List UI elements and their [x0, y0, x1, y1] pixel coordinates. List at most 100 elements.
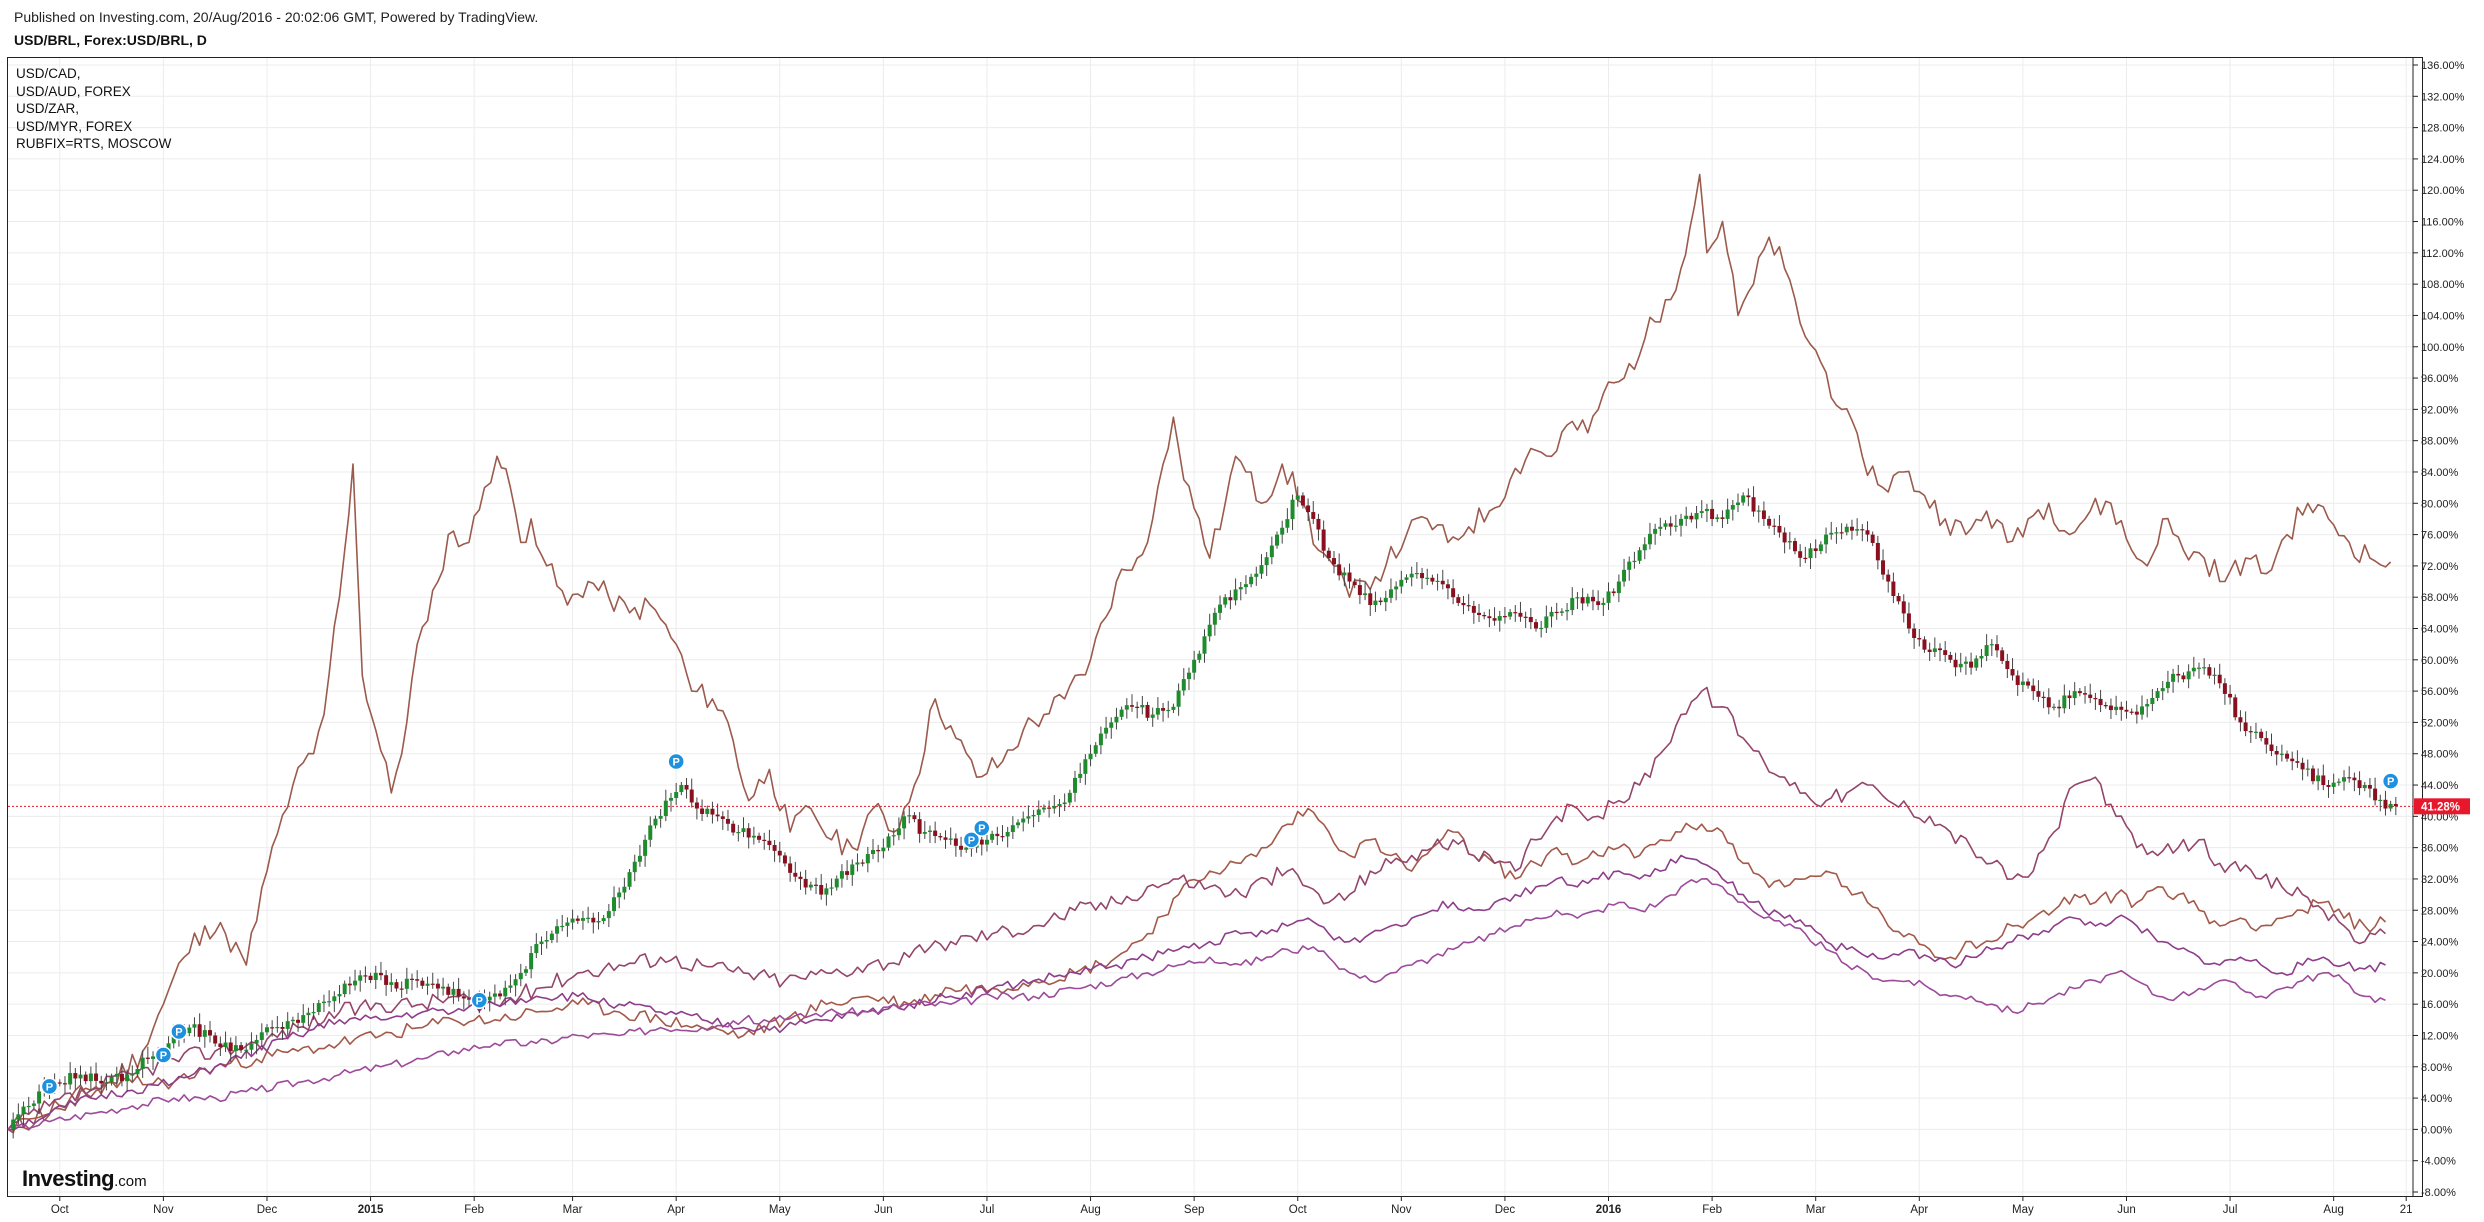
candle-body	[814, 884, 819, 886]
candle-body	[2041, 696, 2046, 699]
candle-body	[57, 1082, 62, 1084]
candle-body	[933, 830, 938, 837]
candle-body	[767, 840, 772, 846]
candle-body	[1238, 587, 1243, 590]
legend-item-zar[interactable]: USD/ZAR,	[16, 101, 80, 116]
candle-body	[2165, 681, 2170, 689]
candle-body	[1451, 588, 1456, 598]
candle-body	[751, 835, 756, 838]
legend-item-aud[interactable]: USD/AUD, FOREX	[16, 83, 131, 99]
candle-body	[860, 862, 865, 864]
pin-marker	[470, 991, 489, 1010]
candle-body	[1347, 572, 1352, 582]
candle-body	[1632, 560, 1637, 563]
candle-body	[1492, 618, 1497, 621]
x-tick-label: Dec	[257, 1204, 278, 1216]
legend-item-myr[interactable]: USD/MYR, FOREX	[16, 118, 133, 134]
y-tick-label: 104.00%	[2421, 310, 2465, 322]
candle-body	[2072, 691, 2077, 699]
candle-body	[296, 1019, 301, 1023]
candle-body	[1508, 612, 1513, 617]
y-tick-label: 76.00%	[2421, 530, 2459, 542]
candle-body	[1378, 600, 1383, 603]
candle-body	[2010, 669, 2015, 676]
candle-body	[876, 849, 881, 852]
candle-body	[529, 953, 534, 970]
investing-logo[interactable]: Investing.com	[22, 1166, 147, 1192]
candle-body	[2222, 683, 2227, 694]
candle-body	[1016, 822, 1021, 826]
last-value-text: 41.28%	[2421, 801, 2460, 813]
candle-body	[1658, 526, 1663, 529]
candle-body	[632, 861, 637, 873]
candle-body	[2181, 675, 2186, 680]
candle-body	[456, 988, 461, 997]
candle-body	[2388, 803, 2393, 809]
legend-item-rubfix[interactable]: RUBFIX=RTS, MOSCOW	[16, 136, 172, 151]
candle-body	[2300, 762, 2305, 770]
candle-body	[1352, 581, 1357, 586]
candle-body	[2279, 753, 2284, 755]
y-tick-label: 116.00%	[2421, 217, 2464, 229]
candle-body	[1860, 529, 1865, 531]
candle-body	[1311, 512, 1316, 519]
candle-body	[2150, 697, 2155, 705]
candle-body	[2077, 691, 2082, 694]
candle-body	[1590, 596, 1595, 602]
candle-body	[373, 972, 378, 981]
candle-body	[1943, 650, 1948, 655]
candle-body	[2186, 671, 2191, 680]
candle-body	[78, 1074, 83, 1079]
candle-body	[1306, 505, 1311, 513]
series-line-rubfix	[7, 173, 2392, 1131]
candle-body	[21, 1106, 26, 1115]
candle-body	[1388, 589, 1393, 598]
candle-body	[1098, 733, 1103, 746]
candle-body	[492, 993, 497, 997]
x-tick-label: Jul	[2223, 1204, 2238, 1216]
candle-body	[1849, 526, 1854, 531]
candle-body	[855, 862, 860, 865]
y-tick-label: 28.00%	[2421, 905, 2459, 917]
candle-body	[16, 1114, 21, 1120]
candle-body	[2285, 753, 2290, 759]
candle-body	[891, 835, 896, 837]
candle-body	[1119, 709, 1124, 717]
candle-body	[1746, 495, 1751, 498]
candle-body	[1559, 611, 1564, 613]
candle-body	[363, 975, 368, 977]
candle-body	[1710, 508, 1715, 520]
candle-body	[1792, 541, 1797, 552]
pin-letter: P	[175, 1027, 182, 1039]
candle-body	[2347, 777, 2352, 779]
candle-body	[1140, 704, 1145, 708]
candle-body	[213, 1035, 218, 1044]
candle-body	[1067, 792, 1072, 803]
candle-body	[1824, 534, 1829, 545]
candle-body	[2362, 785, 2367, 789]
candle-body	[694, 802, 699, 809]
candle-body	[1135, 706, 1140, 708]
candle-body	[218, 1043, 223, 1048]
candle-body	[1549, 611, 1554, 617]
candle-body	[197, 1024, 202, 1037]
candle-body	[306, 1012, 311, 1016]
candle-body	[1953, 659, 1958, 668]
candle-body	[881, 847, 886, 852]
candle-body	[1471, 605, 1476, 613]
candle-body	[1611, 591, 1616, 594]
pin-letter: P	[2387, 776, 2394, 788]
candle-body	[575, 918, 580, 921]
legend-item-cad[interactable]: USD/CAD,	[16, 66, 81, 81]
candle-body	[1994, 644, 1999, 651]
y-tick-label: 44.00%	[2421, 780, 2459, 792]
candle-body	[2274, 750, 2279, 755]
candle-body	[1275, 534, 1280, 546]
y-tick-label: 128.00%	[2421, 123, 2465, 135]
candle-body	[1818, 544, 1823, 552]
candle-body	[1181, 679, 1186, 691]
candle-body	[1078, 773, 1083, 778]
candle-body	[1834, 532, 1839, 534]
